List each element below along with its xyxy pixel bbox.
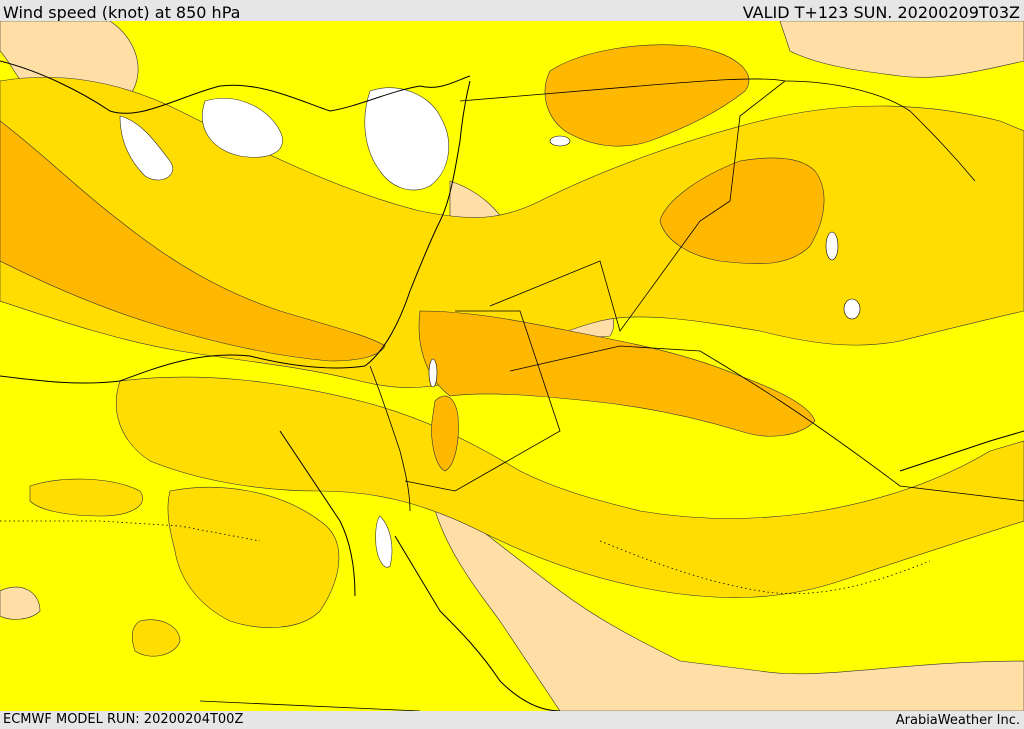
wind-speed-map [0, 21, 1024, 711]
border-saudi-iraq [509, 345, 1024, 502]
white-region-aegean [119, 115, 173, 181]
orange-jet-east [418, 310, 816, 437]
gold-region-south [131, 619, 181, 657]
gold-region-west [29, 478, 143, 517]
border-sudan [199, 700, 421, 711]
orange-core-east [659, 157, 825, 265]
lake-razzaza [843, 298, 861, 320]
map-title: Wind speed (knot) at 850 hPa [3, 3, 241, 22]
orange-core-northeast [544, 44, 750, 147]
coastline-red-sea-east [394, 535, 561, 711]
footer-bar: ECMWF MODEL RUN: 20200204T00Z ArabiaWeat… [0, 711, 1024, 729]
border-syria-iraq [489, 80, 786, 332]
tan-region-northeast [779, 21, 1024, 78]
orange-core-jordan [431, 395, 459, 472]
credit-text: ArabiaWeather Inc. [895, 713, 1020, 728]
model-run-info: ECMWF MODEL RUN: 20200204T00Z [3, 712, 244, 727]
border-iran [784, 80, 976, 182]
white-region-turkey [202, 98, 283, 158]
border-egypt-israel [369, 365, 411, 512]
lake-tharthar [825, 231, 839, 261]
border-jordan [404, 310, 561, 492]
valid-time: VALID T+123 SUN. 20200209T03Z [742, 3, 1020, 22]
border-egypt-libya [0, 520, 261, 542]
white-region-suez [375, 515, 393, 568]
gold-region-southwest [167, 486, 340, 628]
white-region-north [364, 87, 450, 191]
coastline-mediterranean-south [0, 80, 471, 384]
border-turkey-syria [459, 78, 786, 102]
border-saudi-internal [599, 540, 931, 594]
coastline-gulf [899, 430, 1024, 472]
header-bar: Wind speed (knot) at 850 hPa VALID T+123… [0, 0, 1024, 22]
dead-sea [428, 358, 438, 388]
tan-region-southeast [429, 490, 1024, 711]
coastline-turkey [0, 60, 471, 114]
tan-region-west [0, 586, 41, 620]
orange-jet-west [0, 120, 386, 362]
coastline-red-sea-west [279, 430, 356, 597]
lake-assad [549, 135, 571, 147]
